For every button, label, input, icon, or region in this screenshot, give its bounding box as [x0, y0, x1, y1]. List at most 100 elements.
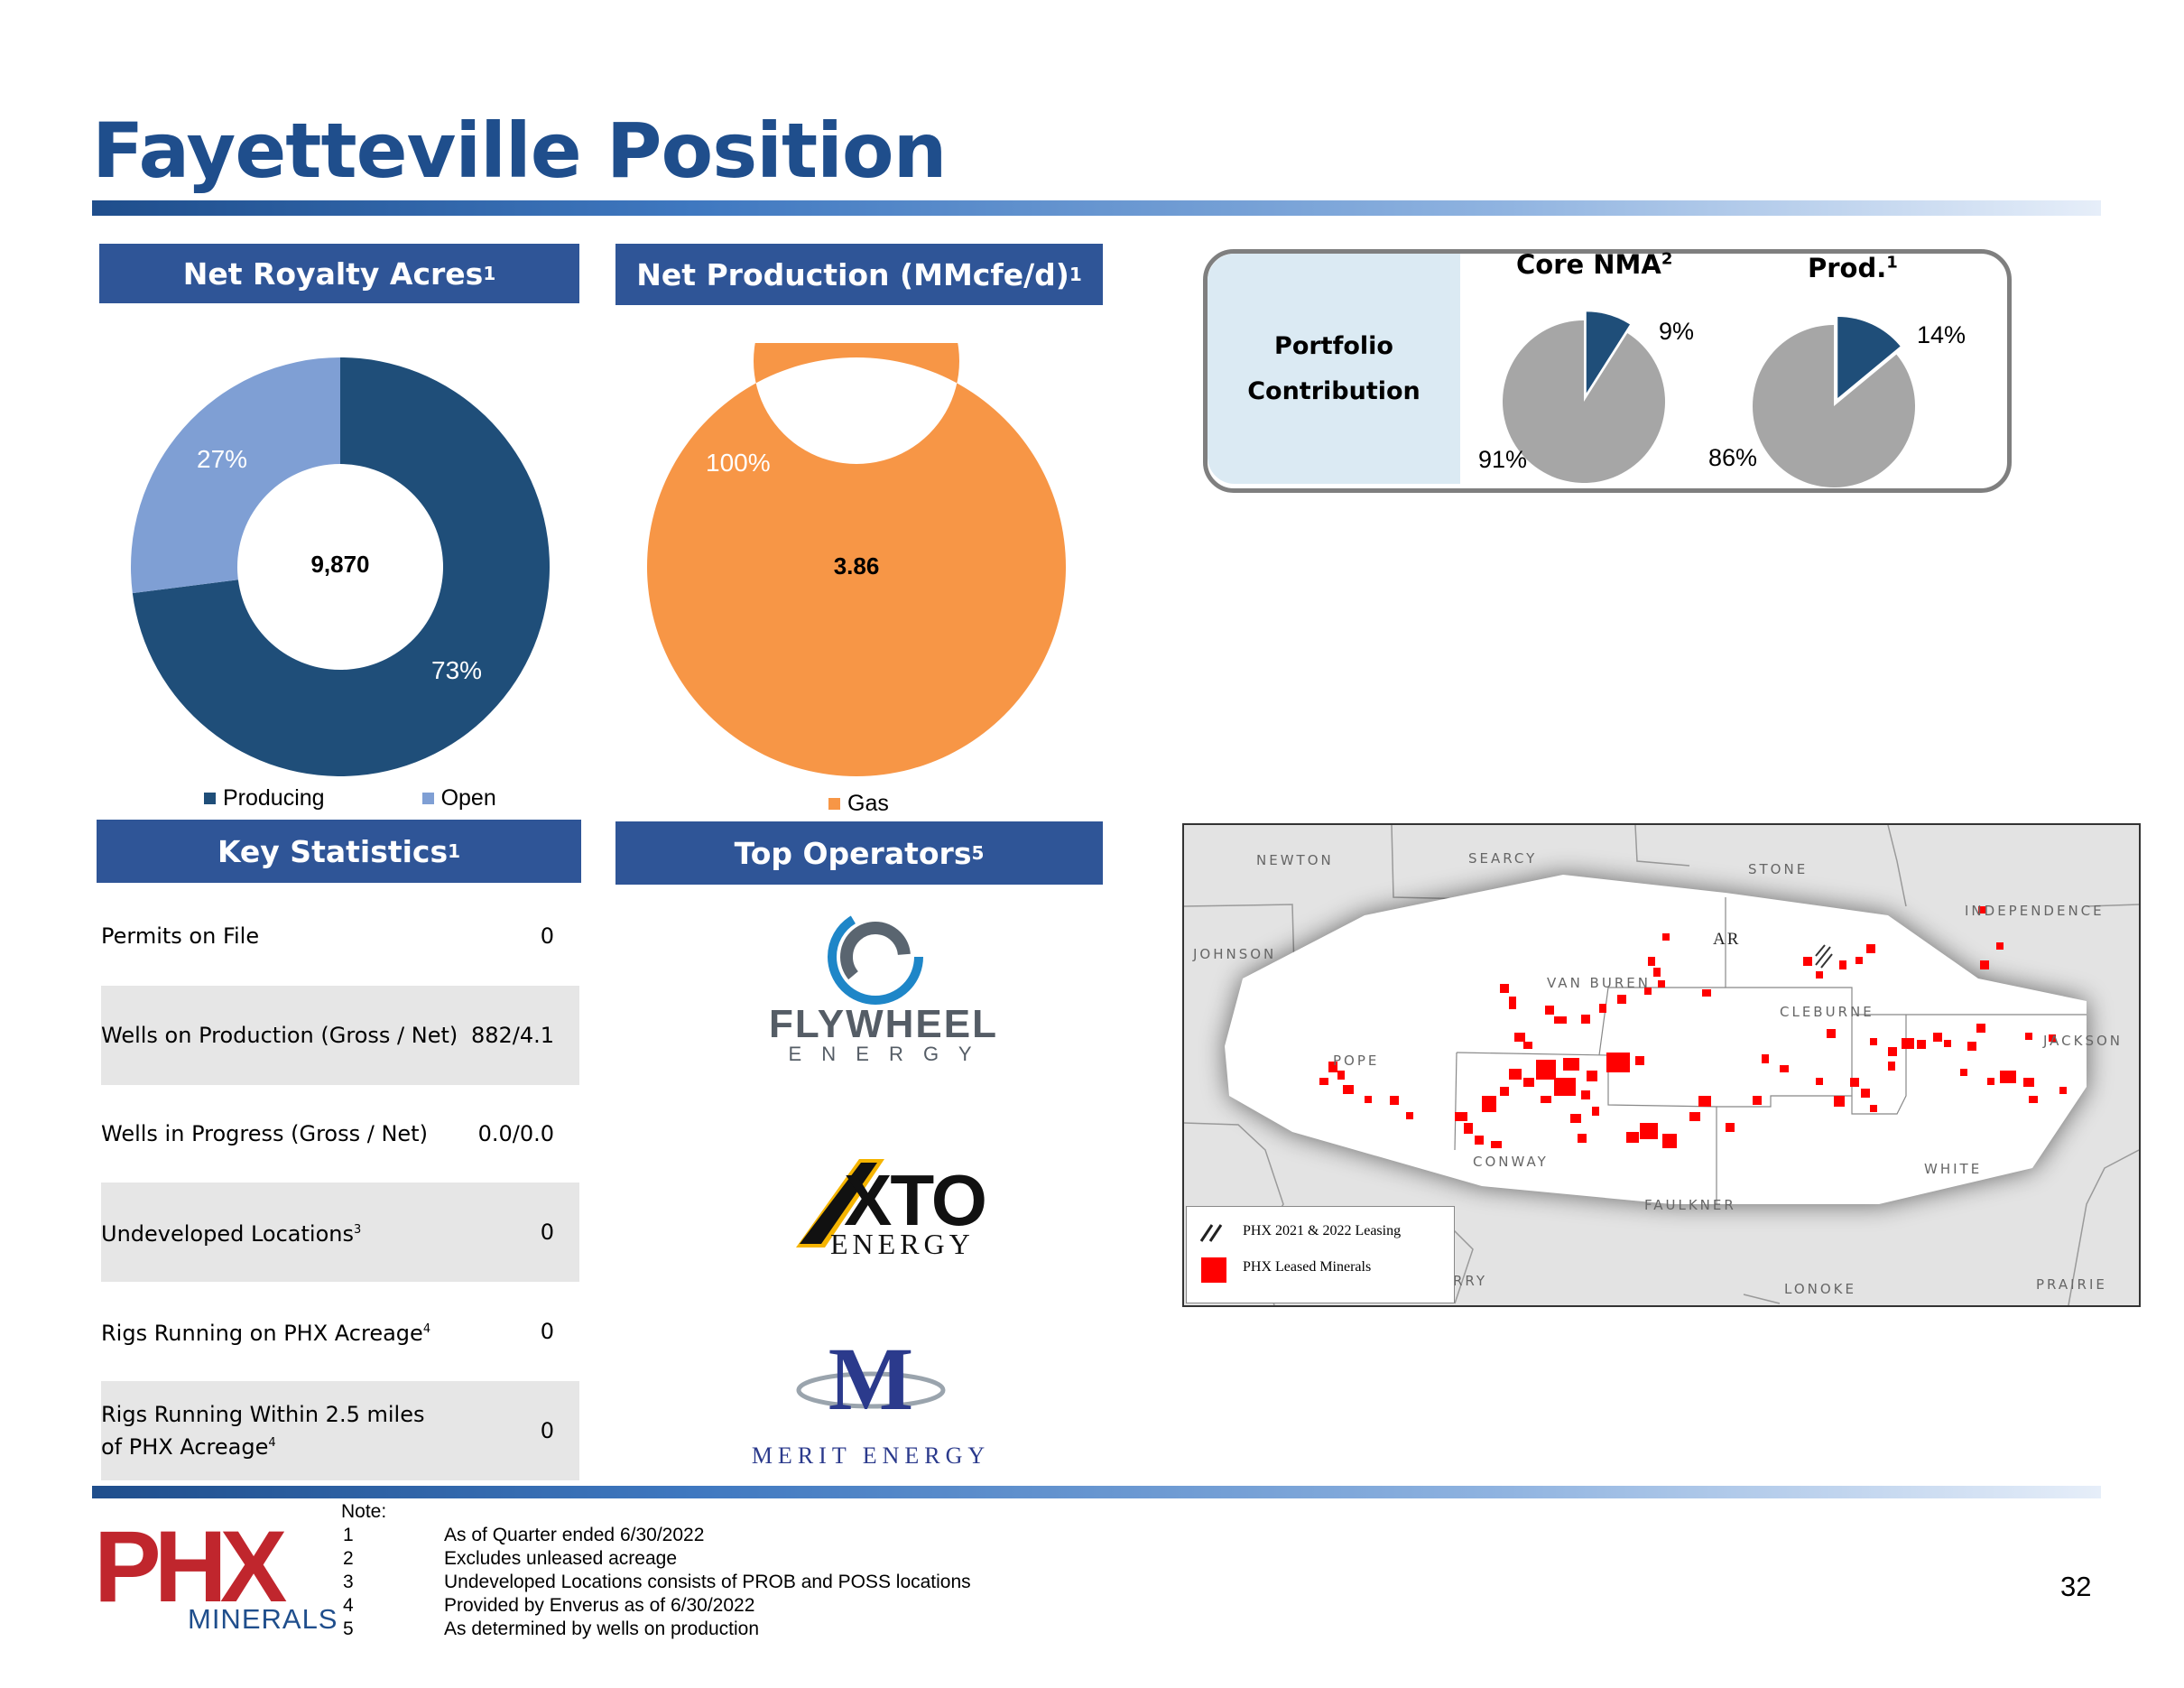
leased-tract: [1455, 1112, 1467, 1121]
phx-logo-main: PHX: [94, 1510, 287, 1623]
county-searcy: SEARCY: [1468, 850, 1538, 867]
leased-tract: [1514, 1033, 1525, 1042]
leased-tract: [1606, 1053, 1630, 1072]
pie-label: 9%: [1659, 318, 1694, 345]
leased-tract: [1581, 1090, 1590, 1099]
county-faulkner: FAULKNER: [1644, 1197, 1736, 1213]
prod-title: Prod.1: [1808, 253, 1898, 283]
county-perry-partial: RRY: [1453, 1273, 1488, 1289]
leased-tract: [2029, 1096, 2038, 1103]
stat-label-text: Undeveloped Locations: [101, 1221, 354, 1247]
slice-label: 100%: [706, 449, 771, 477]
leased-tract: [1578, 1134, 1587, 1143]
legend-swatch-producing: [204, 793, 216, 804]
leased-tract: [1834, 1096, 1845, 1107]
portfolio-label-line1: Portfolio: [1274, 331, 1393, 360]
notes-heading: Note:: [341, 1501, 387, 1522]
leased-tract: [1406, 1112, 1413, 1119]
county-lonoke: LONOKE: [1784, 1281, 1856, 1297]
map-graphic: [1184, 825, 2139, 1305]
slice-label: 27%: [197, 445, 247, 473]
stat-row: Rigs Running on PHX Acreage4 0: [101, 1282, 579, 1381]
pie-label: 14%: [1917, 321, 1966, 348]
county-van-buren: VAN BUREN: [1547, 975, 1651, 991]
title-underline: [92, 200, 2101, 216]
county-stone: STONE: [1748, 861, 1809, 877]
leasing-hatch-icon: [1199, 1224, 1223, 1242]
leased-tract: [1698, 1096, 1711, 1107]
leased-tract: [2025, 1033, 2032, 1040]
stat-label-sup: 4: [268, 1435, 276, 1450]
leased-tract: [1662, 933, 1670, 941]
pie-label: 86%: [1708, 444, 1757, 471]
leased-tract: [1337, 1071, 1345, 1080]
legend-producing: Producing: [223, 785, 325, 811]
leased-tract: [1827, 1029, 1836, 1038]
royalty-center-value: 9,870: [310, 551, 369, 578]
key-statistics-header-text: Key Statistics: [217, 833, 449, 869]
leased-tract: [1328, 1062, 1337, 1072]
leased-tract: [1980, 960, 1989, 969]
stat-label-text: Wells on Production (Gross / Net): [101, 1022, 458, 1048]
leased-tract: [1861, 1089, 1870, 1098]
leased-tract: [1475, 1136, 1484, 1145]
leased-tract: [1554, 1078, 1576, 1096]
stat-label-text: Rigs Running Within 2.5 miles of PHX Acr…: [101, 1401, 425, 1460]
leased-tract: [1365, 1096, 1372, 1103]
stat-row: Rigs Running Within 2.5 miles of PHX Acr…: [101, 1381, 579, 1480]
note-number: 3: [343, 1572, 354, 1592]
key-statistics-header-sup: 1: [448, 840, 461, 862]
leased-tract: [1888, 1047, 1897, 1056]
county-jackson: JACKSON: [2043, 1033, 2124, 1049]
state-label: AR: [1713, 930, 1741, 949]
production-header: Net Production (MMcfe/d) 1: [615, 244, 1103, 305]
leased-tract: [2023, 1078, 2034, 1087]
leased-tract: [1653, 968, 1661, 977]
leased-tract: [1839, 960, 1846, 969]
county-independence: INDEPENDENCE: [1965, 903, 2105, 919]
flywheel-name: FLYWHEEL: [769, 1002, 998, 1046]
merit-sub: MERIT ENERGY: [751, 1442, 991, 1469]
leased-tract: [1866, 944, 1875, 953]
stat-label-sup: 3: [353, 1223, 362, 1237]
stat-label-text: Rigs Running on PHX Acreage: [101, 1321, 423, 1346]
prod-title-text: Prod.: [1808, 253, 1887, 283]
pie-slice-rest: [1503, 320, 1665, 483]
leased-tract: [1888, 1062, 1895, 1071]
donut-slice-open: [131, 357, 340, 594]
leased-tract: [1319, 1078, 1328, 1085]
stat-row: Wells in Progress (Gross / Net) 0.0/0.0: [101, 1084, 579, 1183]
leased-tract: [1944, 1040, 1951, 1047]
leased-tract: [1644, 988, 1652, 995]
note-text: As determined by wells on production: [444, 1618, 760, 1639]
leased-tract: [1509, 997, 1516, 1009]
stat-label: Rigs Running on PHX Acreage4: [101, 1315, 464, 1348]
legend-gas: Gas: [847, 791, 889, 816]
pie-slice-highlight: [1837, 316, 1901, 398]
leased-tract: [1640, 1123, 1658, 1139]
leased-tract: [1803, 957, 1812, 966]
leased-tract: [2059, 1087, 2067, 1094]
leased-tract: [1563, 1058, 1579, 1071]
leased-tract: [1870, 1105, 1877, 1112]
legend-leased-swatch: [1201, 1257, 1226, 1283]
leased-tract: [1816, 1078, 1823, 1085]
core-nma-title-text: Core NMA: [1516, 249, 1661, 280]
production-donut-chart: 100% 3.86: [647, 343, 1066, 776]
leased-tract: [1933, 1033, 1942, 1042]
top-operators-header-sup: 5: [971, 842, 985, 864]
stat-value: 0: [540, 1220, 554, 1245]
stat-value: 882/4.1: [470, 1023, 554, 1048]
leased-tract: [1617, 995, 1626, 1004]
stat-label-text: Wells in Progress (Gross / Net): [101, 1120, 428, 1146]
xto-x-icon: [796, 1159, 884, 1247]
donut-slice-gas: [647, 343, 1066, 776]
leased-tract: [1658, 980, 1665, 988]
note-text: Provided by Enverus as of 6/30/2022: [444, 1595, 755, 1616]
production-header-sup: 1: [1069, 264, 1082, 285]
portfolio-pies: 9% 91% 14% 86%: [1478, 311, 1966, 487]
stat-value: 0: [540, 1319, 554, 1344]
core-nma-title-sup: 2: [1661, 249, 1673, 269]
donut-slice-producing: [132, 357, 550, 776]
stat-row: Undeveloped Locations3 0: [101, 1183, 579, 1282]
